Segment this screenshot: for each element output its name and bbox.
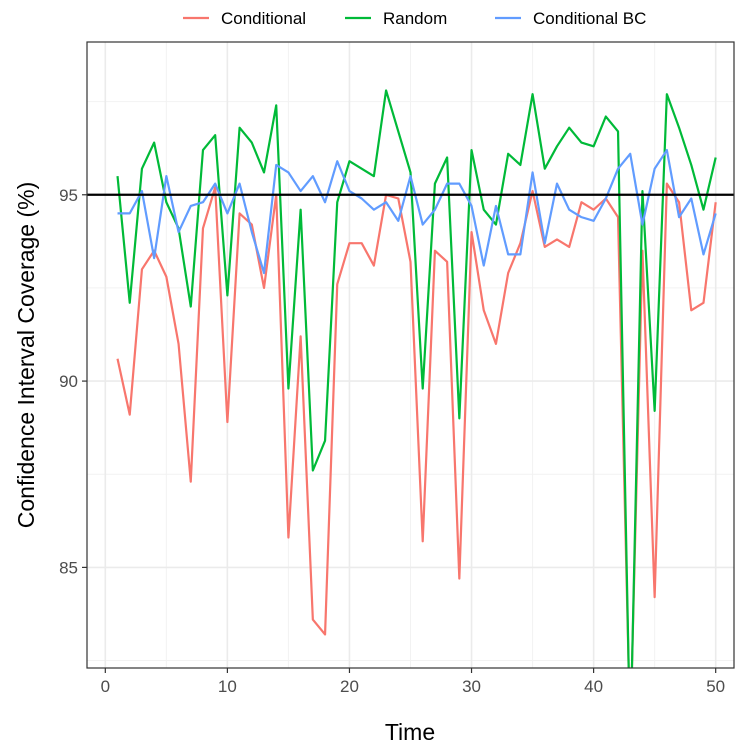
minor-gridlines xyxy=(87,42,734,668)
x-tick-label: 0 xyxy=(101,677,110,696)
legend: Conditional Random Conditional BC xyxy=(183,9,646,28)
y-tick-label: 85 xyxy=(59,558,78,577)
legend-label: Random xyxy=(383,9,447,28)
x-tick-label: 40 xyxy=(584,677,603,696)
x-axis-ticks: 0 10 20 30 40 50 xyxy=(101,668,725,696)
y-tick-label: 95 xyxy=(59,186,78,205)
legend-label: Conditional xyxy=(221,9,306,28)
series-line-random xyxy=(116,89,717,668)
legend-item-random: Random xyxy=(345,9,447,28)
x-tick-label: 50 xyxy=(706,677,725,696)
legend-label: Conditional BC xyxy=(533,9,646,28)
series-line-conditional xyxy=(116,182,717,668)
series-line-conditional-bc xyxy=(117,148,717,275)
legend-item-conditional: Conditional xyxy=(183,9,306,28)
x-tick-label: 10 xyxy=(218,677,237,696)
plot-border xyxy=(86,41,735,669)
legend-item-conditional-bc: Conditional BC xyxy=(495,9,646,28)
y-tick-label: 90 xyxy=(59,372,78,391)
y-axis-title: Confidence Interval Coverage (%) xyxy=(13,182,39,528)
x-tick-label: 20 xyxy=(340,677,359,696)
x-tick-label: 30 xyxy=(462,677,481,696)
x-axis-title: Time xyxy=(385,719,435,745)
y-axis-ticks: 85 90 95 xyxy=(59,186,87,577)
series-lines xyxy=(116,89,717,668)
